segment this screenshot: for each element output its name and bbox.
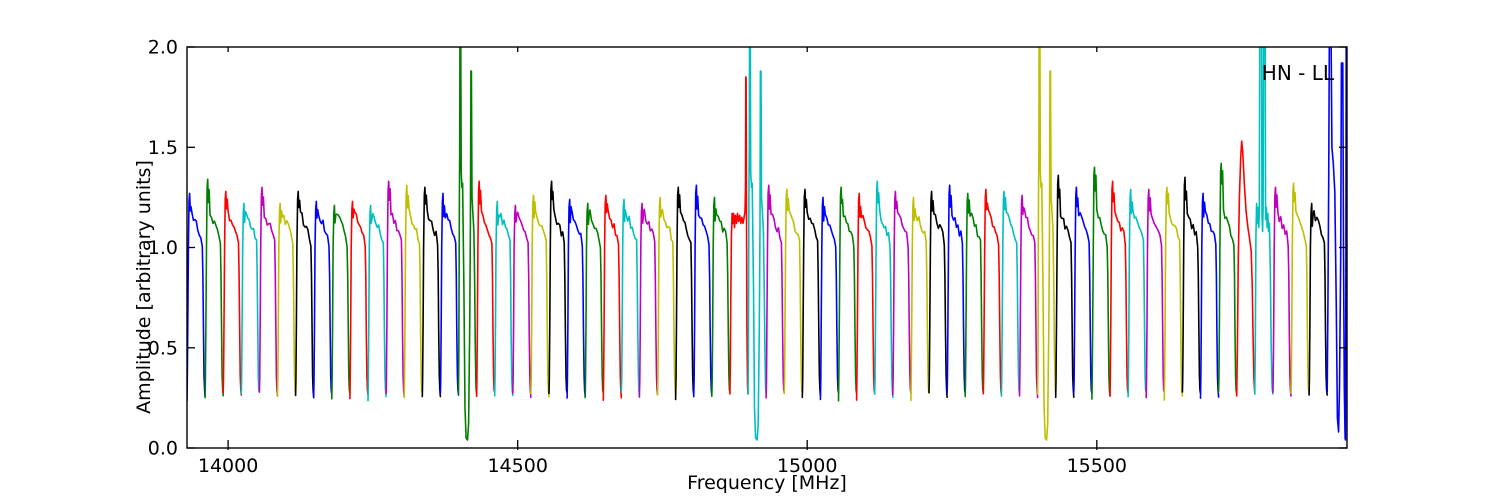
spectrum-band xyxy=(330,204,351,400)
spectrum-band xyxy=(276,202,297,397)
spectrum-band xyxy=(240,202,261,395)
spectrum-band xyxy=(222,190,243,396)
spectrum-band xyxy=(548,180,568,395)
spectrum-band xyxy=(385,180,406,398)
spectrum-band xyxy=(602,194,623,402)
spectrum-band xyxy=(493,200,514,397)
spectrum-band xyxy=(819,196,840,401)
spectrum-band xyxy=(837,186,858,402)
y-tick-label: 2.0 xyxy=(148,37,178,59)
spectrum-band xyxy=(566,198,587,399)
spectrum-band xyxy=(1091,166,1111,400)
spectrum-band xyxy=(258,186,279,397)
spectrum-band xyxy=(783,188,804,395)
spectrum-band xyxy=(312,200,333,398)
spectrum-band xyxy=(1272,186,1292,397)
spectrum-band xyxy=(1254,47,1274,395)
x-tick-labels: 14000 14500 15000 15500 xyxy=(198,455,1127,477)
spectrum-band xyxy=(1000,190,1021,397)
y-tick-label: 0.0 xyxy=(148,438,178,460)
spectrum-band xyxy=(747,47,767,441)
spectrum-band xyxy=(855,192,876,401)
spectrum-band xyxy=(620,198,641,399)
axes-frame xyxy=(186,46,1348,450)
spectrum-band xyxy=(1217,162,1238,395)
spectrum-band xyxy=(1054,174,1075,399)
spectrum-band xyxy=(891,190,912,396)
spectrum-band xyxy=(801,188,822,399)
spectrum-band xyxy=(1145,188,1166,399)
spectrum-band xyxy=(1181,176,1202,395)
x-tick-label: 15000 xyxy=(777,455,837,477)
spectrum-band xyxy=(982,188,1003,396)
spectrum-band xyxy=(1073,186,1093,395)
spectrum-band xyxy=(1308,202,1328,396)
spectrum-band xyxy=(403,184,424,399)
spectrum-band xyxy=(530,194,550,398)
y-axis-label: Amplitude [arbitrary units] xyxy=(133,160,155,414)
spectrum-band xyxy=(946,184,967,395)
spectrum-band xyxy=(765,184,786,399)
spectrum-band xyxy=(349,200,369,400)
annotation-station-pol: HN - LL xyxy=(1262,61,1335,85)
y-tick-label: 1.0 xyxy=(148,237,178,259)
y-tick-labels: 0.0 0.5 1.0 1.5 2.0 xyxy=(148,37,178,460)
spectrum-band xyxy=(294,190,315,399)
spectrum-band xyxy=(692,184,713,398)
spectrum-band xyxy=(421,186,442,398)
spectrum-band xyxy=(729,76,749,395)
spectrum-band xyxy=(584,202,605,399)
spectrum-band xyxy=(1163,186,1184,401)
spectrum-band xyxy=(439,192,460,396)
spectrum-band xyxy=(1018,194,1039,399)
spectrum-band xyxy=(1290,182,1310,394)
spectrum-band xyxy=(1127,188,1147,398)
x-tick-label: 14000 xyxy=(198,455,258,477)
spectrum-band xyxy=(964,192,985,398)
y-tick-label: 1.5 xyxy=(148,137,178,159)
y-tick-label: 0.5 xyxy=(148,337,178,359)
spectrum-band xyxy=(656,196,677,396)
spectrum-band xyxy=(1109,180,1129,397)
spectrum-band xyxy=(1199,192,1220,399)
spectrum-band xyxy=(367,204,387,402)
spectrum-band xyxy=(457,47,478,441)
spectrum-band xyxy=(475,180,496,398)
spectrum-band xyxy=(204,178,224,399)
x-axis-label: Frequency [MHz] xyxy=(687,472,847,494)
spectrum-band xyxy=(710,196,731,398)
x-tick-label: 14500 xyxy=(487,455,547,477)
spectrum-band xyxy=(873,180,894,399)
spectrum-band xyxy=(910,196,930,402)
spectrum-band xyxy=(1326,47,1347,441)
spectrum-series xyxy=(187,47,1347,441)
spectrum-band xyxy=(928,190,948,399)
x-tick-label: 15500 xyxy=(1067,455,1127,477)
spectrum-band xyxy=(674,186,695,401)
spectrum-band xyxy=(511,204,532,399)
spectrum-band xyxy=(1235,140,1256,397)
spectrum-band xyxy=(638,202,659,398)
spectrum-band xyxy=(187,192,206,402)
spectrum-band xyxy=(1036,47,1057,441)
